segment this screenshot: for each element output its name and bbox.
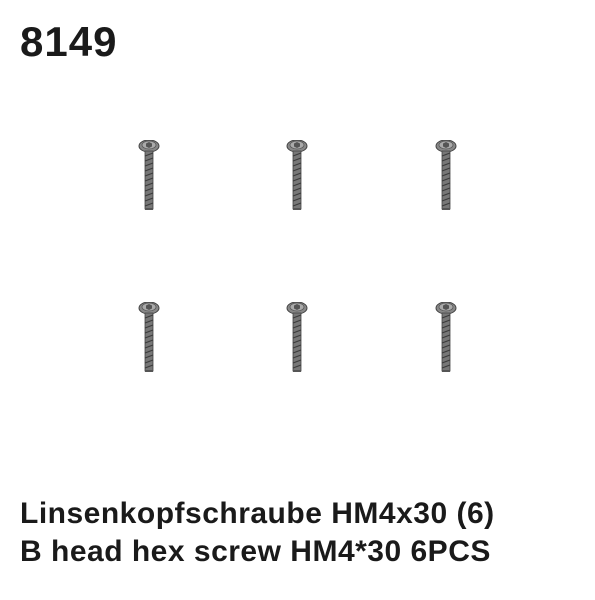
screw-grid <box>130 140 465 374</box>
screw-icon <box>286 302 308 374</box>
caption-line-en: B head hex screw HM4*30 6PCS <box>20 533 575 571</box>
screw-icon <box>286 140 308 212</box>
screw-icon <box>435 302 457 374</box>
caption-line-de: Linsenkopfschraube HM4x30 (6) <box>20 495 575 533</box>
caption-block: Linsenkopfschraube HM4x30 (6) B head hex… <box>20 495 575 570</box>
screw-icon <box>138 302 160 374</box>
screw-icon <box>435 140 457 212</box>
screw-icon <box>138 140 160 212</box>
part-number: 8149 <box>20 18 117 66</box>
